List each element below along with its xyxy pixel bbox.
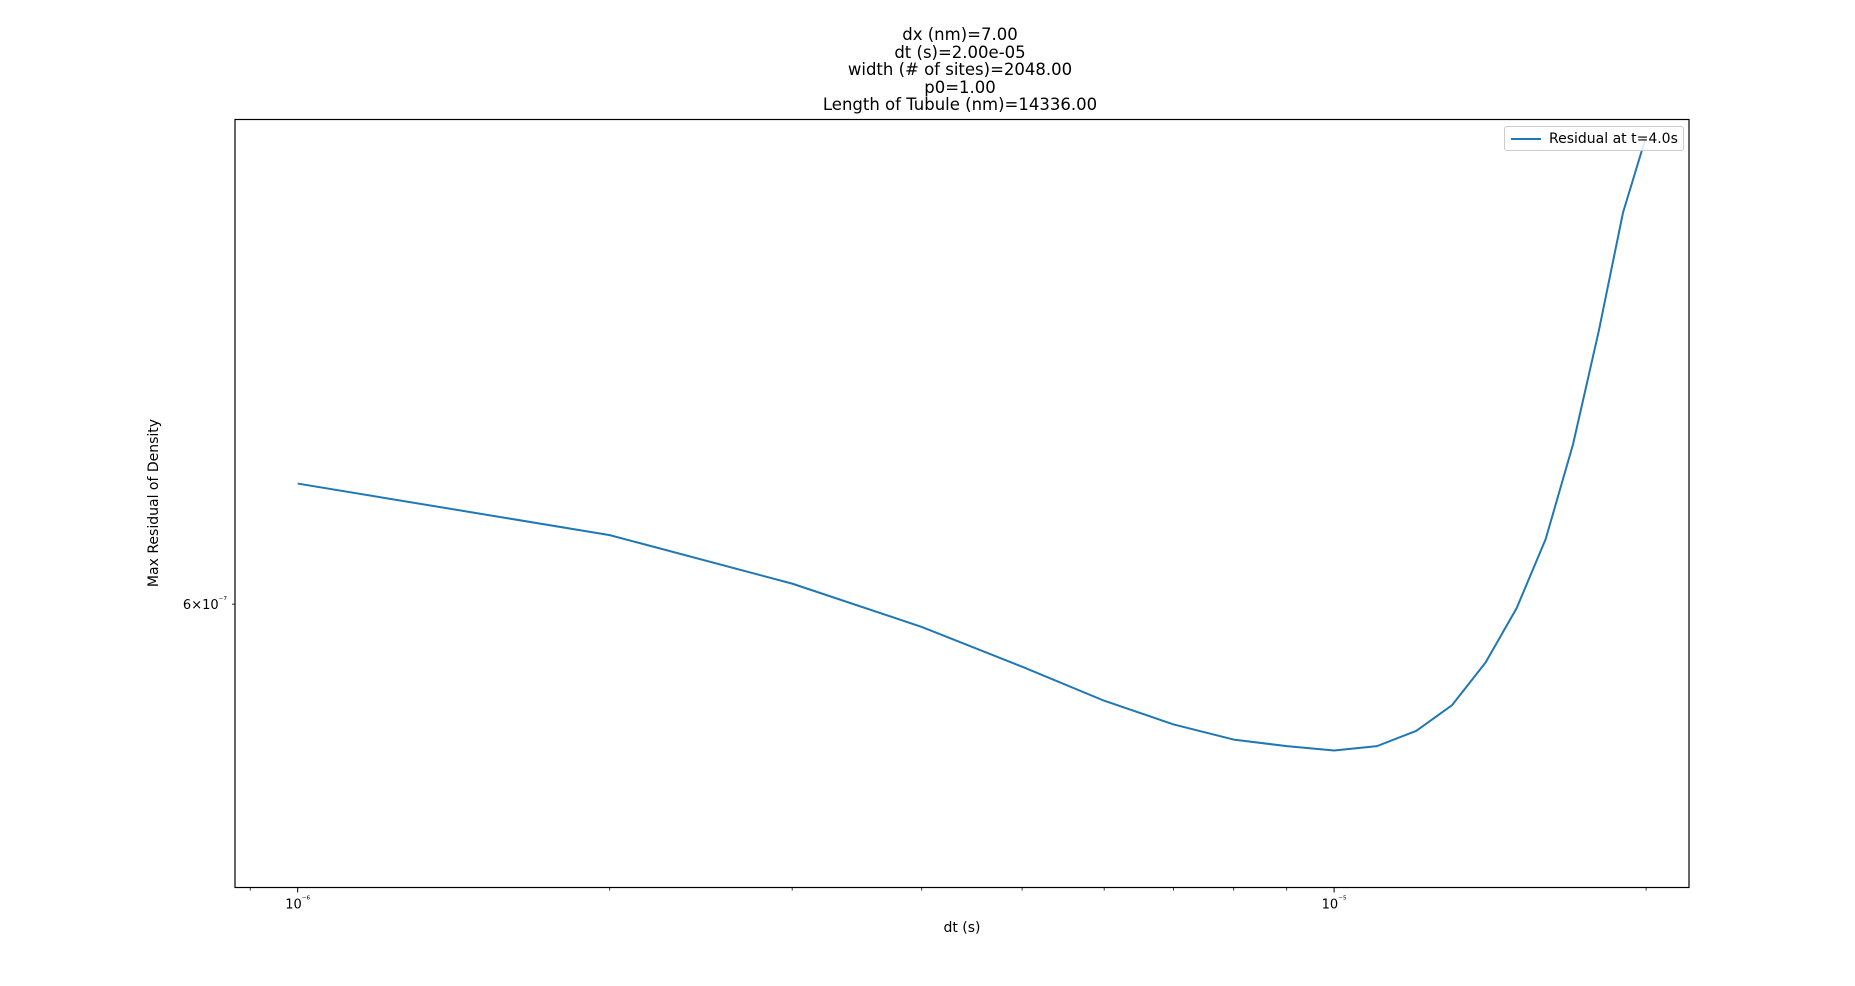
title-line-length: Length of Tubule (nm)=14336.00 (822, 95, 1098, 115)
x-axis-label: dt (s) (943, 920, 980, 936)
plot-area (297, 136, 1648, 752)
legend-line-swatch (1511, 138, 1541, 140)
title-line-width: width (# of sites)=2048.00 (847, 60, 1073, 80)
axis-ticks: 10⁻⁶ 10⁻⁵ 6×10⁻⁷ (183, 596, 1647, 913)
series-line-0 (297, 136, 1648, 752)
title-line-p0: p0=1.00 (924, 77, 996, 97)
y-tick-label: 6×10⁻⁷ (183, 596, 227, 613)
title-line-dt: dt (s)=2.00e-05 (894, 42, 1026, 62)
chart-legend: Residual at t=4.0s (1504, 126, 1684, 151)
x-tick-label: 10⁻⁵ (1322, 896, 1347, 913)
chart-title: dx (nm)=7.00 dt (s)=2.00e-05 width (# of… (0, 26, 1855, 114)
axes-frame (234, 118, 1690, 889)
x-tick-label: 10⁻⁶ (285, 896, 310, 913)
y-axis-label: Max Residual of Density (146, 419, 162, 587)
title-line-dx: dx (nm)=7.00 (902, 25, 1018, 44)
legend-entry-label: Residual at t=4.0s (1549, 131, 1678, 147)
